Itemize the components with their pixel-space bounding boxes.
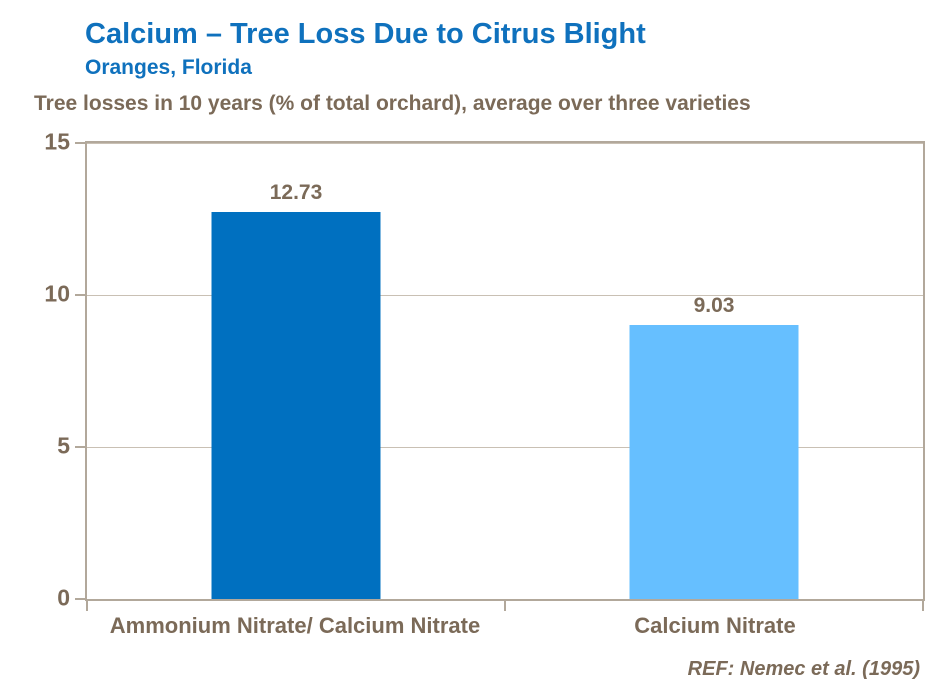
x-tick-mark bbox=[922, 601, 924, 611]
bar-value-label: 9.03 bbox=[693, 293, 735, 317]
bar-2 bbox=[629, 324, 799, 599]
y-tick-label: 5 bbox=[57, 432, 70, 459]
y-tick-mark bbox=[75, 445, 85, 448]
y-tick-label: 10 bbox=[44, 280, 70, 307]
x-category-label: Calcium Nitrate bbox=[634, 613, 796, 638]
bar-1 bbox=[211, 212, 381, 599]
chart-subtitle: Oranges, Florida bbox=[85, 56, 252, 79]
y-tick-mark bbox=[75, 142, 85, 144]
x-tick-mark bbox=[504, 601, 506, 611]
chart-title: Calcium – Tree Loss Due to Citrus Blight bbox=[85, 18, 646, 50]
x-tick-mark bbox=[86, 601, 88, 611]
x-category-label: Ammonium Nitrate/ Calcium Nitrate bbox=[109, 613, 481, 638]
gridline bbox=[87, 446, 923, 448]
y-tick-label: 0 bbox=[57, 584, 70, 611]
bar-group-2: 9.03 bbox=[505, 143, 923, 599]
measure-note: Tree losses in 10 years (% of total orch… bbox=[34, 92, 751, 115]
y-axis: 0 5 10 15 bbox=[0, 130, 84, 609]
bar-group-1: 12.73 bbox=[87, 143, 505, 599]
reference-note: REF: Nemec et al. (1995) bbox=[687, 658, 920, 680]
y-tick-mark bbox=[75, 598, 85, 600]
gridline bbox=[87, 294, 923, 296]
y-tick-mark bbox=[75, 293, 85, 296]
plot-area: 12.73 9.03 bbox=[75, 141, 925, 611]
y-tick-label: 15 bbox=[44, 128, 70, 155]
x-axis-labels: Ammonium Nitrate/ Calcium Nitrate Calcium… bbox=[85, 613, 925, 639]
gridline bbox=[87, 143, 923, 144]
bar-value-label: 12.73 bbox=[269, 181, 323, 205]
